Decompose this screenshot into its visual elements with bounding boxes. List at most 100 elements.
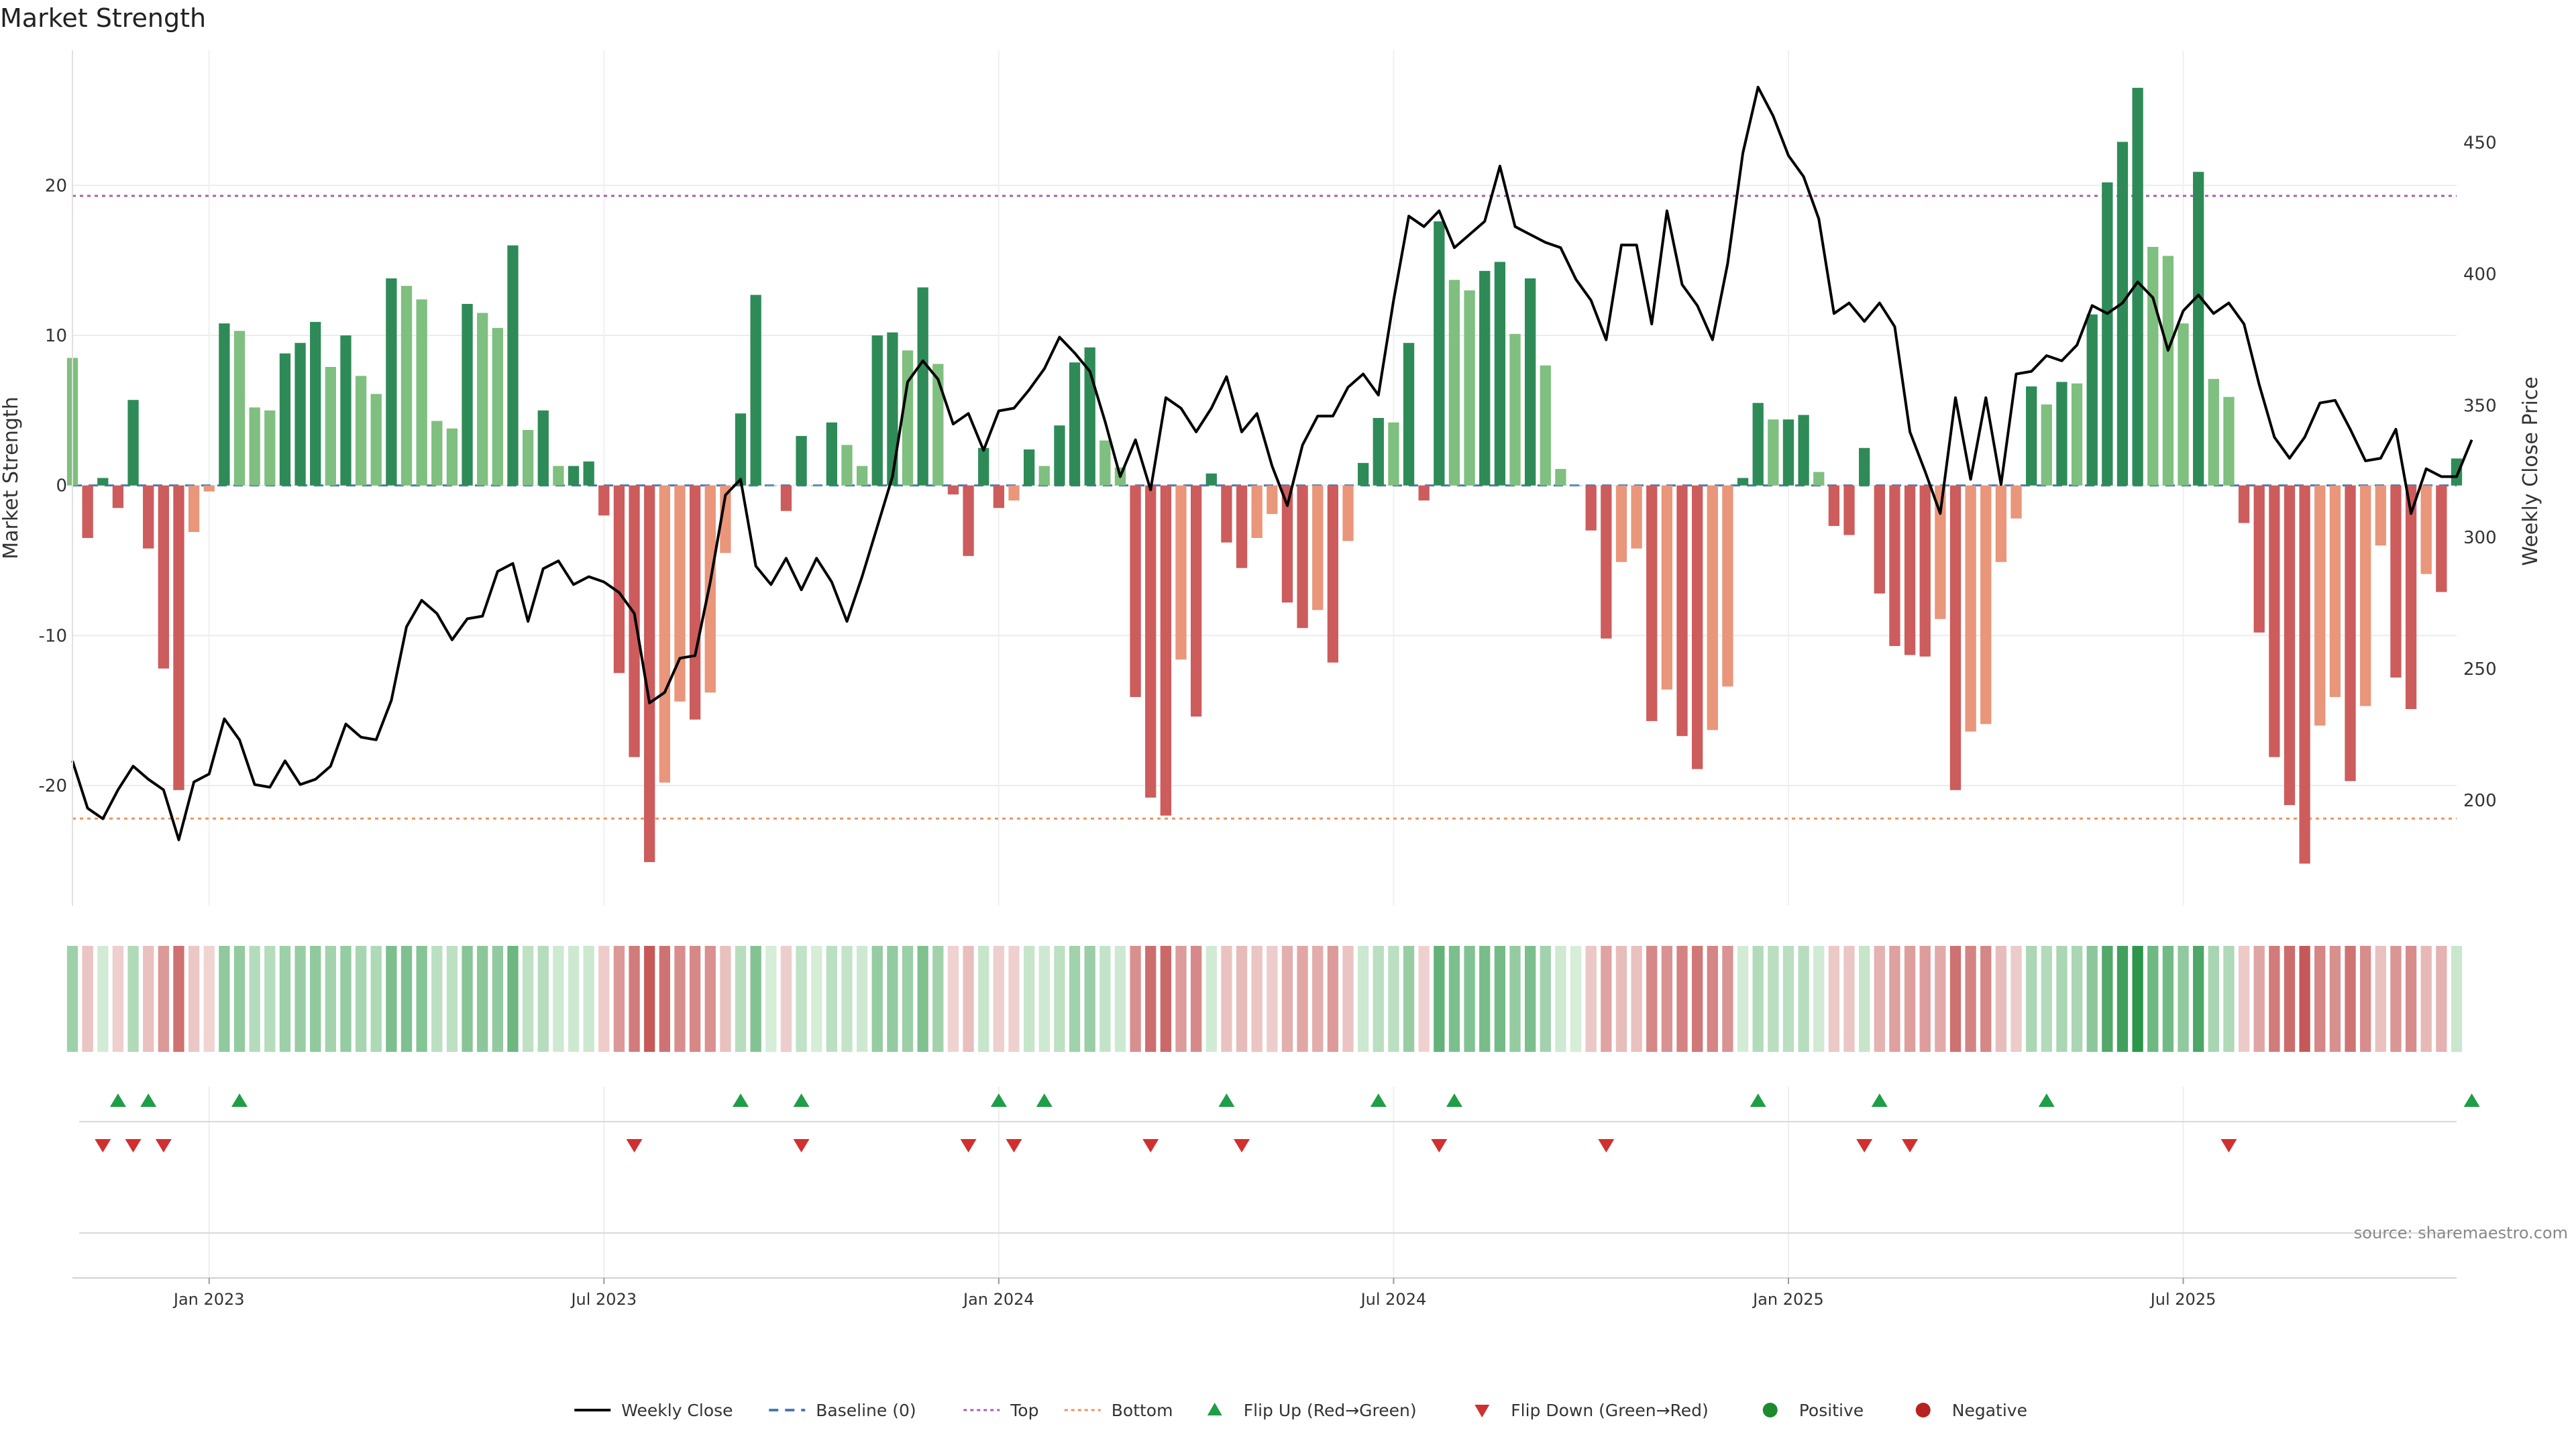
strength-bar (1601, 485, 1612, 639)
heat-cell (568, 946, 580, 1052)
heat-cell (462, 946, 473, 1052)
heat-cell (1798, 946, 1809, 1052)
strength-bar (1843, 485, 1855, 535)
strength-bar (2284, 485, 2296, 806)
heat-cell (613, 946, 625, 1052)
strength-bar (1889, 485, 1900, 647)
strength-bar (1342, 485, 1354, 541)
heat-cell (811, 946, 822, 1052)
heat-cell (127, 946, 139, 1052)
strength-bar (2253, 485, 2265, 633)
strength-bar (522, 429, 534, 486)
legend-swatch-dot (1915, 1403, 1931, 1417)
left-tick-label: 0 (56, 476, 67, 496)
strength-bar (1965, 485, 1976, 732)
right-tick-label: 250 (2463, 659, 2497, 680)
heat-cell (158, 946, 169, 1052)
legend-swatch-triangle-up (1207, 1403, 1222, 1415)
heat-cell (1448, 946, 1460, 1052)
strength-bar (1130, 485, 1141, 698)
strength-bar (2071, 383, 2083, 486)
heat-cell (233, 946, 246, 1052)
strength-bar (1023, 449, 1035, 486)
strength-bar (1555, 469, 1566, 486)
strength-bar (1828, 485, 1840, 527)
axes: 20 10 0 -10 -20 450 400 350 300 250 200 Market Stre… (0, 50, 2542, 906)
heat-cell (492, 946, 503, 1052)
strength-bar (1995, 485, 2007, 562)
heat-cell (2269, 946, 2280, 1052)
strength-bar (2056, 382, 2068, 486)
strength-bar (325, 366, 336, 486)
strength-bar (1676, 485, 1688, 737)
strength-bar (431, 421, 443, 486)
heat-cell (629, 946, 640, 1052)
heat-cell (2147, 946, 2159, 1052)
heat-cell (1707, 946, 1718, 1052)
strength-bar (932, 364, 944, 486)
strength-bar (1464, 290, 1475, 486)
strength-bar (1980, 485, 1992, 724)
strength-bar (568, 466, 580, 486)
left-tick-label: 10 (45, 326, 67, 346)
heat-cell (1434, 946, 1445, 1052)
flip-down-marker (1142, 1139, 1159, 1152)
flip-down-marker (793, 1139, 810, 1152)
strength-bar (446, 428, 458, 486)
heat-cell (1084, 946, 1095, 1052)
strength-bar (1236, 485, 1248, 568)
heat-cell (1737, 946, 1749, 1052)
strength-bar (2223, 396, 2235, 486)
heat-cell (2071, 946, 2083, 1052)
legend-label: Flip Up (Red→Green) (1244, 1401, 1417, 1420)
strength-bar (1388, 422, 1399, 486)
strength-bar (1099, 440, 1111, 486)
heat-cell (2086, 946, 2098, 1052)
strength-bar (2010, 485, 2022, 519)
strength-bar (1509, 333, 1521, 486)
flip-down-marker (960, 1139, 977, 1152)
strength-bar (2208, 378, 2219, 486)
heat-cell (1069, 946, 1081, 1052)
strength-bar (1267, 485, 1278, 515)
strength-bar (1281, 485, 1293, 603)
heat-cell (1722, 946, 1733, 1052)
flip-down-marker (1431, 1139, 1448, 1152)
strength-bar (2314, 485, 2326, 726)
heat-cell (1768, 946, 1779, 1052)
strength-bar (279, 353, 291, 486)
legend-item: Negative (1915, 1401, 2027, 1420)
strength-bar (1904, 485, 1916, 655)
heat-cell (1631, 946, 1642, 1052)
strength-bar (1448, 280, 1460, 486)
strength-bar (1615, 485, 1627, 562)
strength-bar (1707, 485, 1718, 731)
heat-cell (2026, 946, 2037, 1052)
heat-cell (978, 946, 989, 1052)
heat-cell (537, 946, 549, 1052)
heat-cell (1615, 946, 1627, 1052)
heat-cell (507, 946, 519, 1052)
strength-bar (2147, 247, 2159, 486)
heat-cell (82, 946, 93, 1052)
heat-cell (2329, 946, 2341, 1052)
strength-bar (856, 466, 868, 486)
heat-cell (2041, 946, 2052, 1052)
strength-bar (1038, 466, 1050, 486)
strength-bar (2193, 172, 2204, 486)
strength-bar (416, 299, 427, 486)
heat-cell (294, 946, 306, 1052)
heat-cell (2451, 946, 2463, 1052)
strength-bar (477, 313, 488, 486)
heat-cell (1661, 946, 1673, 1052)
heat-cell (1205, 946, 1217, 1052)
flip-markers (79, 1087, 2480, 1278)
heat-cell (2299, 946, 2310, 1052)
heat-cell (2010, 946, 2022, 1052)
strength-bar (735, 413, 747, 486)
heat-cell (2253, 946, 2265, 1052)
heat-cell (1054, 946, 1065, 1052)
strength-bar (2132, 87, 2143, 486)
strength-bar (1069, 362, 1081, 486)
heat-cell (1281, 946, 1293, 1052)
